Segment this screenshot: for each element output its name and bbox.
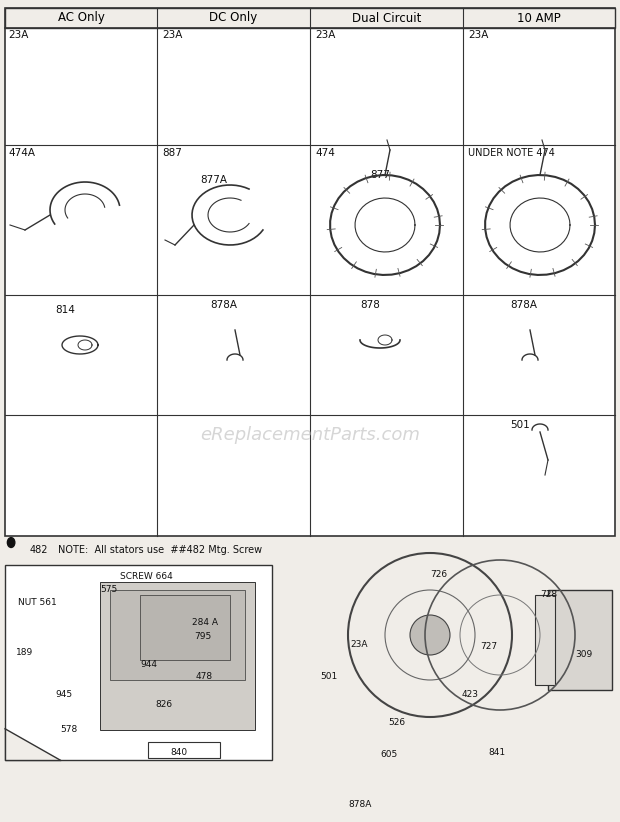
Text: 878A: 878A: [348, 800, 371, 809]
Text: 309: 309: [575, 650, 592, 659]
Bar: [5, 8, 615, 28]
Text: 578: 578: [60, 725, 78, 734]
Text: 878A: 878A: [210, 300, 237, 310]
Text: 877: 877: [370, 170, 390, 180]
Text: SCREW 664: SCREW 664: [120, 572, 173, 581]
Text: 575: 575: [100, 585, 117, 594]
Text: 10 AMP: 10 AMP: [517, 12, 561, 25]
Text: 945: 945: [55, 690, 72, 699]
Text: 826: 826: [155, 700, 172, 709]
Text: 501: 501: [320, 672, 337, 681]
Text: 423: 423: [462, 690, 479, 699]
Text: 23A: 23A: [350, 640, 368, 649]
Text: 501: 501: [510, 420, 529, 430]
Text: 840: 840: [170, 748, 187, 757]
Bar: [110, 590, 245, 680]
Text: eReplacementParts.com: eReplacementParts.com: [200, 426, 420, 444]
Text: 482: 482: [30, 545, 48, 555]
Text: 878A: 878A: [510, 300, 537, 310]
Text: 726: 726: [430, 570, 447, 579]
Text: 284 A: 284 A: [192, 618, 218, 627]
Text: 189: 189: [16, 648, 33, 657]
Text: 887: 887: [162, 148, 182, 158]
Bar: [535, 595, 555, 685]
Text: 23A: 23A: [315, 30, 335, 40]
Text: AC Only: AC Only: [58, 12, 104, 25]
Ellipse shape: [410, 615, 450, 655]
Bar: [100, 582, 255, 730]
Text: 23A: 23A: [8, 30, 29, 40]
Text: 474: 474: [315, 148, 335, 158]
Text: 841: 841: [488, 748, 505, 757]
Text: 728: 728: [540, 590, 557, 599]
Text: 944: 944: [140, 660, 157, 669]
Bar: [548, 590, 612, 690]
Text: Dual Circuit: Dual Circuit: [352, 12, 421, 25]
Circle shape: [7, 538, 15, 547]
Text: 878: 878: [360, 300, 380, 310]
Text: NOTE:  All stators use  ##482 Mtg. Screw: NOTE: All stators use ##482 Mtg. Screw: [58, 545, 262, 555]
Text: 474A: 474A: [8, 148, 35, 158]
Text: DC Only: DC Only: [210, 12, 258, 25]
Text: 478: 478: [196, 672, 213, 681]
Text: 814: 814: [55, 305, 75, 315]
Text: 877A: 877A: [200, 175, 227, 185]
Text: 23A: 23A: [162, 30, 182, 40]
Text: 605: 605: [380, 750, 397, 759]
Text: 795: 795: [194, 632, 211, 641]
Polygon shape: [5, 729, 60, 760]
Text: UNDER NOTE 474: UNDER NOTE 474: [468, 148, 555, 158]
Bar: [5, 8, 615, 536]
Text: 526: 526: [388, 718, 405, 727]
Text: 727: 727: [480, 642, 497, 651]
Text: NUT 561: NUT 561: [18, 598, 57, 607]
Bar: [148, 742, 220, 758]
Bar: [140, 595, 230, 660]
Text: 23A: 23A: [468, 30, 489, 40]
Bar: [5, 565, 272, 760]
